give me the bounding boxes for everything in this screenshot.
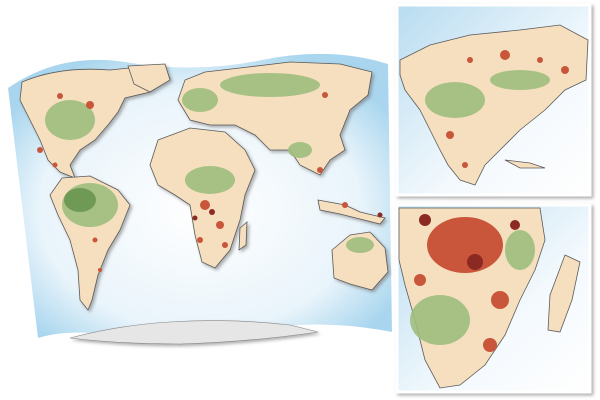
north-america-detail (399, 24, 589, 186)
inset-north-america (395, 3, 592, 197)
world-map (8, 53, 392, 345)
inset-southern-africa (395, 203, 592, 394)
madagascar (238, 221, 248, 251)
continents (19, 61, 389, 345)
madagascar-detail (547, 254, 581, 333)
north-america (19, 65, 171, 179)
caribbean (504, 159, 546, 169)
australia (331, 231, 389, 291)
land-cover (37, 73, 383, 272)
greenland (127, 63, 171, 93)
antarctica (69, 320, 319, 345)
africa (149, 127, 256, 269)
